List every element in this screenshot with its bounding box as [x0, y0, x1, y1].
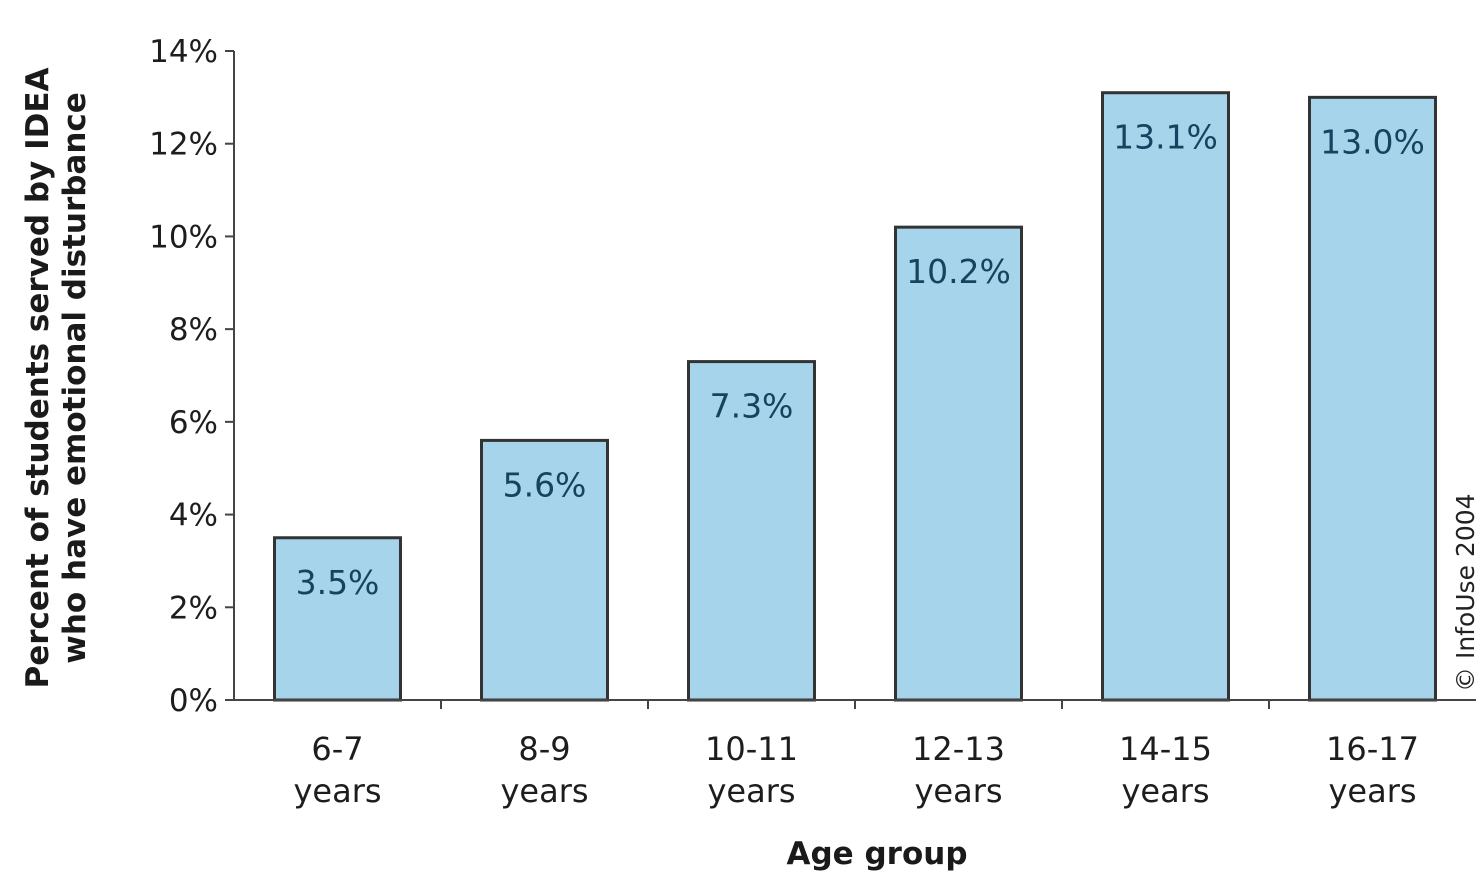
- y-tick-label: 10%: [149, 219, 218, 255]
- bar: [894, 225, 1023, 702]
- y-axis-ticks: 0% 2% 4% 6% 8% 10% 12% 14%: [149, 34, 235, 719]
- x-category-label: 6-7 years: [293, 730, 381, 810]
- x-category-label-line: 10-11: [705, 730, 798, 768]
- y-tick-label: 12%: [149, 127, 218, 163]
- x-category-label-line: 12-13: [912, 730, 1005, 768]
- y-axis-title-line: Percent of students served by IDEA: [20, 68, 56, 689]
- x-category-label-line: years: [707, 772, 795, 810]
- y-tick-label: 0%: [169, 683, 218, 719]
- x-category-label-line: years: [914, 772, 1002, 810]
- bar: [273, 536, 402, 702]
- y-axis-title-text: Percent of students served by IDEAwho ha…: [20, 68, 93, 689]
- bar-data-label: 7.3%: [710, 387, 794, 426]
- x-category-label: 8-9 years: [500, 730, 588, 810]
- copyright-credit: © InfoUse 2004: [1451, 493, 1480, 692]
- bars: 3.5% 5.6% 7.3% 10.2% 13.1% 13.0%: [273, 91, 1437, 702]
- x-category-label: 12-13 years: [912, 730, 1005, 810]
- x-category-label-line: years: [1328, 772, 1416, 810]
- x-category-label-line: years: [293, 772, 381, 810]
- y-tick-label: 4%: [169, 498, 218, 534]
- x-category-label-line: 8-9: [518, 730, 570, 768]
- bar-data-label: 5.6%: [503, 465, 587, 504]
- y-axis-title-line: who have emotional disturbance: [57, 92, 93, 664]
- y-axis-title: Percent of students served by IDEAwho ha…: [20, 68, 93, 689]
- x-axis-title: Age group: [786, 836, 967, 872]
- x-category-label: 14-15 years: [1119, 730, 1212, 810]
- bar-data-label: 13.0%: [1320, 122, 1425, 161]
- y-tick-label: 14%: [149, 34, 218, 70]
- x-category-label-line: 16-17: [1326, 730, 1419, 768]
- x-category-label-line: 14-15: [1119, 730, 1212, 768]
- y-tick-label: 6%: [169, 405, 218, 441]
- bar-data-label: 10.2%: [906, 252, 1011, 291]
- bar: [1308, 95, 1437, 702]
- y-tick-label: 8%: [169, 312, 218, 348]
- bar-data-label: 13.1%: [1113, 118, 1218, 157]
- bar: [1101, 91, 1230, 702]
- x-category-label-line: 6-7: [311, 730, 363, 768]
- x-category-label-line: years: [500, 772, 588, 810]
- bar-data-label: 3.5%: [296, 563, 380, 602]
- x-category-label-line: years: [1121, 772, 1209, 810]
- x-category-label: 16-17 years: [1326, 730, 1419, 810]
- x-category-label: 10-11 years: [705, 730, 798, 810]
- y-tick-label: 2%: [169, 590, 218, 626]
